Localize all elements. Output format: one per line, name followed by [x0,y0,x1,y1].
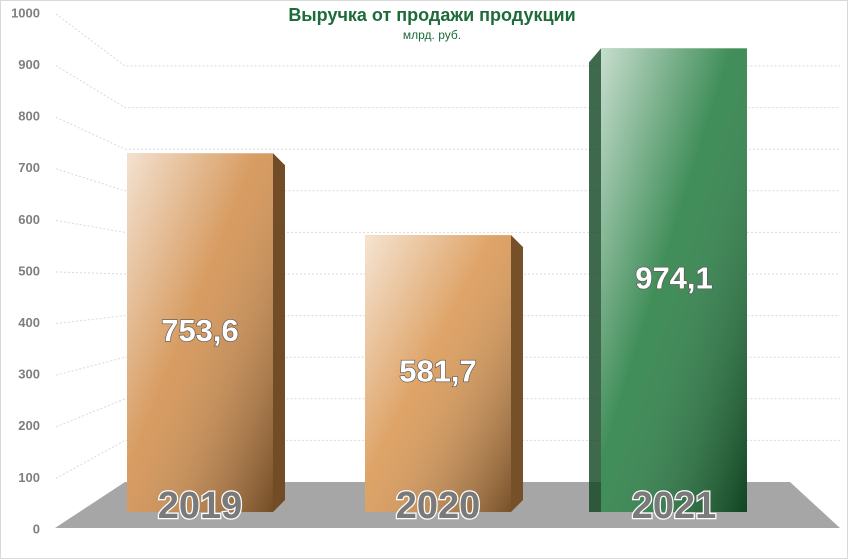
bar-side-shade [511,235,523,513]
grid-line [55,398,840,428]
x-tick-label: 2020 [396,485,481,527]
data-label: 753,6 [161,313,239,348]
bar-side-shade [273,153,285,512]
y-tick-label: 700 [18,160,40,175]
y-tick-label: 900 [18,57,40,72]
bar-side [273,153,285,512]
y-tick-label: 300 [18,367,40,382]
chart-subtitle: млрд. руб. [403,28,461,42]
bar-group: 581,7 2020 [365,235,523,528]
y-tick-label: 200 [18,418,40,433]
x-tick-label: 2021 [632,485,717,527]
bar-group: 753,6 2019 [127,153,285,528]
bar-side-shade [589,48,601,512]
bar-shine [365,235,511,513]
grid-line [55,315,840,325]
grid-line [55,13,840,67]
bar-shine [601,48,747,512]
chart-title: Выручка от продажи продукции [288,5,575,25]
y-tick-label: 800 [18,109,40,124]
y-tick-label: 600 [18,212,40,227]
bar-shine [127,153,273,512]
y-tick-label: 500 [18,263,40,278]
bar-side [589,48,601,512]
y-tick-label: 1000 [11,5,40,20]
x-tick-label: 2019 [158,485,243,527]
bar-side [511,235,523,513]
y-tick-label: 400 [18,315,40,330]
data-label: 974,1 [635,260,713,295]
bar-group: 974,1 2021 [589,48,747,528]
data-label: 581,7 [399,354,477,389]
y-tick-label: 0 [33,521,40,536]
y-tick-label: 100 [18,470,40,485]
